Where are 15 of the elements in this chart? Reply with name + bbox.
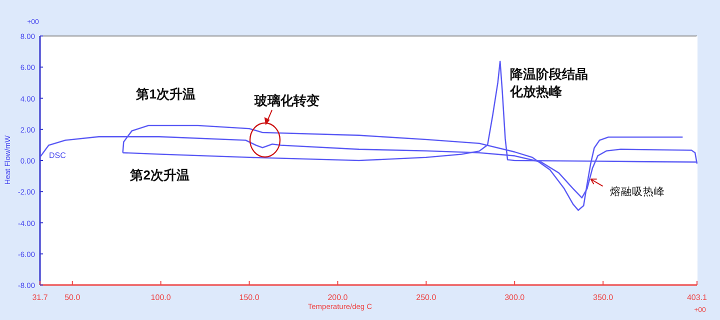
annotation: DSC <box>49 151 66 160</box>
x-tick-label: 250.0 <box>416 293 437 302</box>
x-tick-label: 50.0 <box>64 293 81 302</box>
x-tick-label: 300.0 <box>504 293 526 302</box>
x-tick-label: 31.7 <box>32 293 48 302</box>
annotation: 第1次升温 <box>135 86 196 102</box>
x-tick-label: 200.0 <box>328 293 348 302</box>
annotation: 第2次升温 <box>129 167 190 182</box>
x-tick-label: 150.0 <box>239 293 260 302</box>
annotation: 玻璃化转变 <box>254 93 320 108</box>
x-tick-label: 100.0 <box>150 293 172 302</box>
annotation: 降温阶段结晶化放热峰 <box>509 66 588 99</box>
annotation: 熔融吸热峰 <box>610 185 665 198</box>
x-tick-label: 350.0 <box>593 293 614 302</box>
x-tick-label: 403.1 <box>686 293 708 302</box>
